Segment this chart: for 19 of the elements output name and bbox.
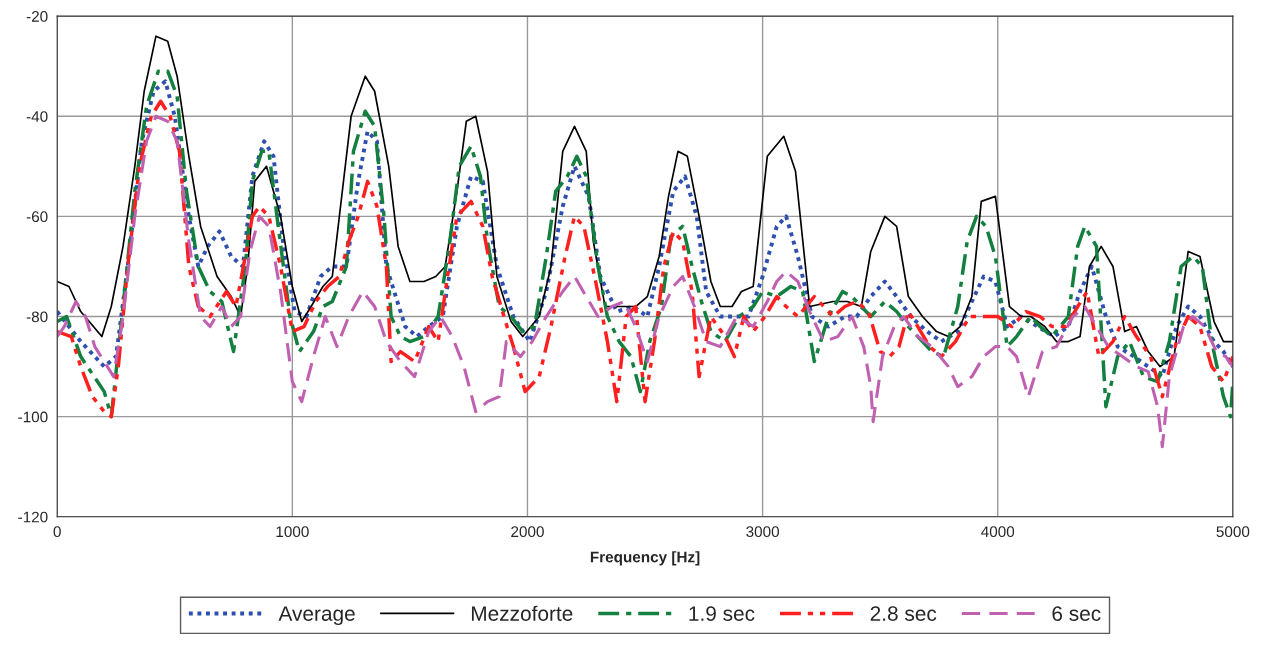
line-series bbox=[57, 35, 1233, 368]
y-tick-label: -120 bbox=[18, 511, 48, 523]
legend-label: 6 sec bbox=[1052, 606, 1101, 621]
legend-label: 2.8 sec bbox=[870, 606, 937, 621]
y-tick-label: -100 bbox=[18, 411, 48, 423]
legend-label: 1.9 sec bbox=[689, 606, 755, 621]
x-tick-label: 0 bbox=[53, 526, 61, 538]
x-tick-label: 2000 bbox=[511, 526, 544, 538]
y-tick-label: -40 bbox=[26, 111, 48, 122]
x-axis-title: Frequency [Hz] bbox=[590, 551, 700, 566]
y-tick-label: -20 bbox=[26, 11, 48, 22]
y-tick-label: -80 bbox=[26, 311, 48, 323]
x-tick-label: 3000 bbox=[746, 526, 779, 538]
x-tick-label: 1000 bbox=[276, 526, 309, 538]
legend-label: Mezzoforte bbox=[471, 605, 573, 621]
x-tick-label: 5000 bbox=[1216, 526, 1250, 538]
legend-label: Average bbox=[278, 606, 355, 626]
x-tick-label: 4000 bbox=[981, 526, 1015, 538]
y-tick-label: -60 bbox=[26, 211, 48, 223]
